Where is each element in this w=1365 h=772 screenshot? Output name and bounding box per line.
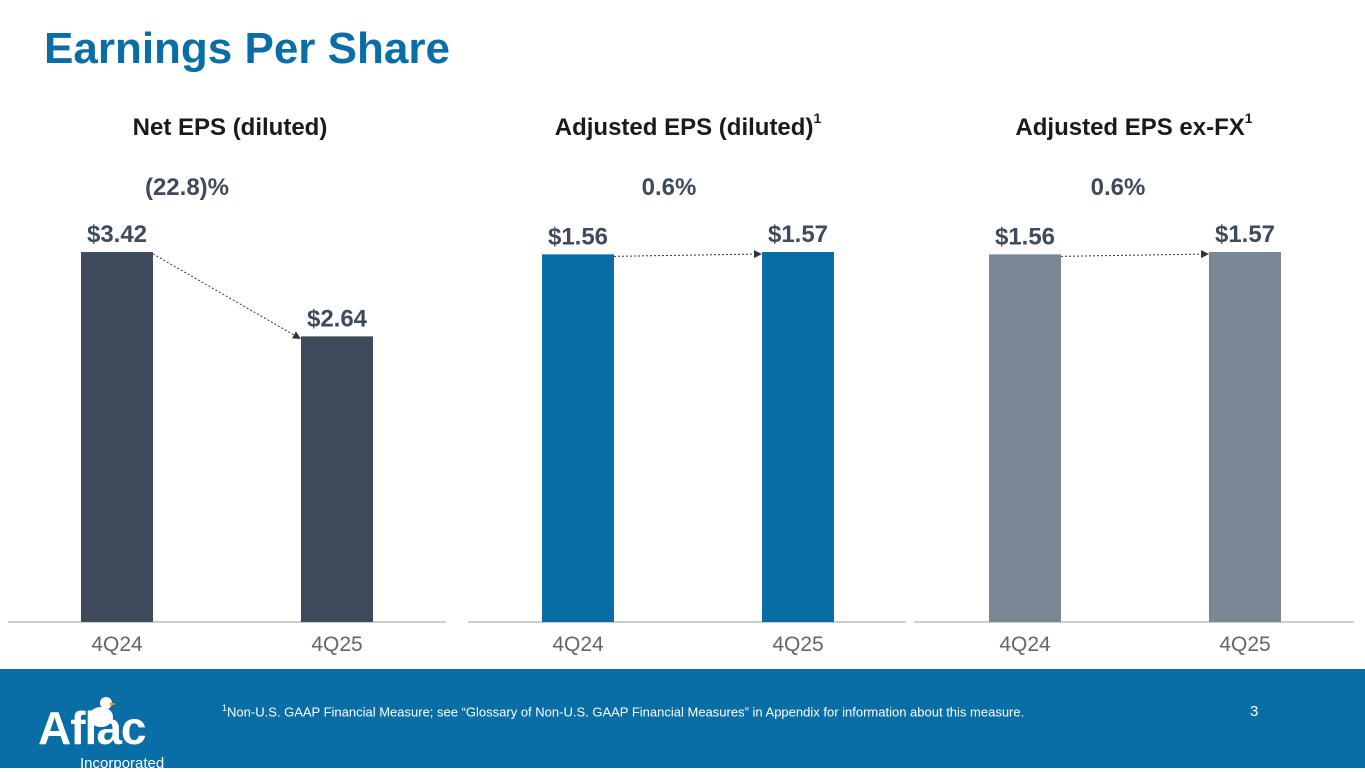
data-label: $3.42 xyxy=(87,221,147,248)
chart-title: Adjusted EPS ex-FX1 xyxy=(1015,110,1253,141)
change-arrow xyxy=(613,250,762,259)
change-label: 0.6% xyxy=(641,174,697,201)
logo-subtitle: Incorporated xyxy=(80,755,165,772)
bar-4q24 xyxy=(989,254,1061,622)
change-label: 0.6% xyxy=(1090,174,1146,201)
duck-icon xyxy=(89,697,116,727)
data-label: $1.57 xyxy=(768,221,828,248)
x-tick-label: 4Q25 xyxy=(311,633,362,656)
bar-4q24 xyxy=(81,252,153,622)
footer-bar: Aflac Incorporated 1Non-U.S. GAAP Financ… xyxy=(0,669,1365,772)
footnote: 1Non-U.S. GAAP Financial Measure; see “G… xyxy=(222,703,1025,720)
chart-title: Net EPS (diluted) xyxy=(132,114,328,141)
change-label: (22.8)% xyxy=(144,174,230,201)
data-label: $1.57 xyxy=(1215,221,1275,248)
page-title: Earnings Per Share xyxy=(44,24,450,73)
bar-4q25 xyxy=(301,336,373,622)
chart-adjusted-eps-ex-fx: Adjusted EPS ex-FX1 0.6% $1.56 4Q24 $1.57 4… xyxy=(914,100,1354,660)
data-label: $1.56 xyxy=(548,223,608,250)
bar-4q25 xyxy=(762,252,834,622)
data-label: $2.64 xyxy=(307,305,368,332)
chart-adjusted-eps: Adjusted EPS (diluted)1 0.6% $1.56 4Q24 $1… xyxy=(468,100,908,660)
change-arrow xyxy=(1060,250,1209,259)
bar-4q24 xyxy=(542,254,614,622)
x-tick-label: 4Q25 xyxy=(1219,633,1270,656)
x-tick-label: 4Q24 xyxy=(552,633,604,656)
data-label: $1.56 xyxy=(995,223,1055,250)
chart-plot: $3.42 4Q24 $2.64 4Q25 xyxy=(8,221,446,656)
x-tick-label: 4Q25 xyxy=(772,633,823,656)
chart-plot: $1.56 4Q24 $1.57 4Q25 xyxy=(914,221,1354,656)
change-arrow xyxy=(152,253,301,339)
x-tick-label: 4Q24 xyxy=(91,633,143,656)
page-number: 3 xyxy=(1250,703,1259,720)
chart-net-eps: Net EPS (diluted) (22.8)% $3.42 4Q24 $2.64… xyxy=(0,100,460,660)
chart-title: Adjusted EPS (diluted)1 xyxy=(554,110,822,141)
bar-4q25 xyxy=(1209,252,1281,622)
chart-plot: $1.56 4Q24 $1.57 4Q25 xyxy=(468,221,906,656)
x-tick-label: 4Q24 xyxy=(999,633,1051,656)
